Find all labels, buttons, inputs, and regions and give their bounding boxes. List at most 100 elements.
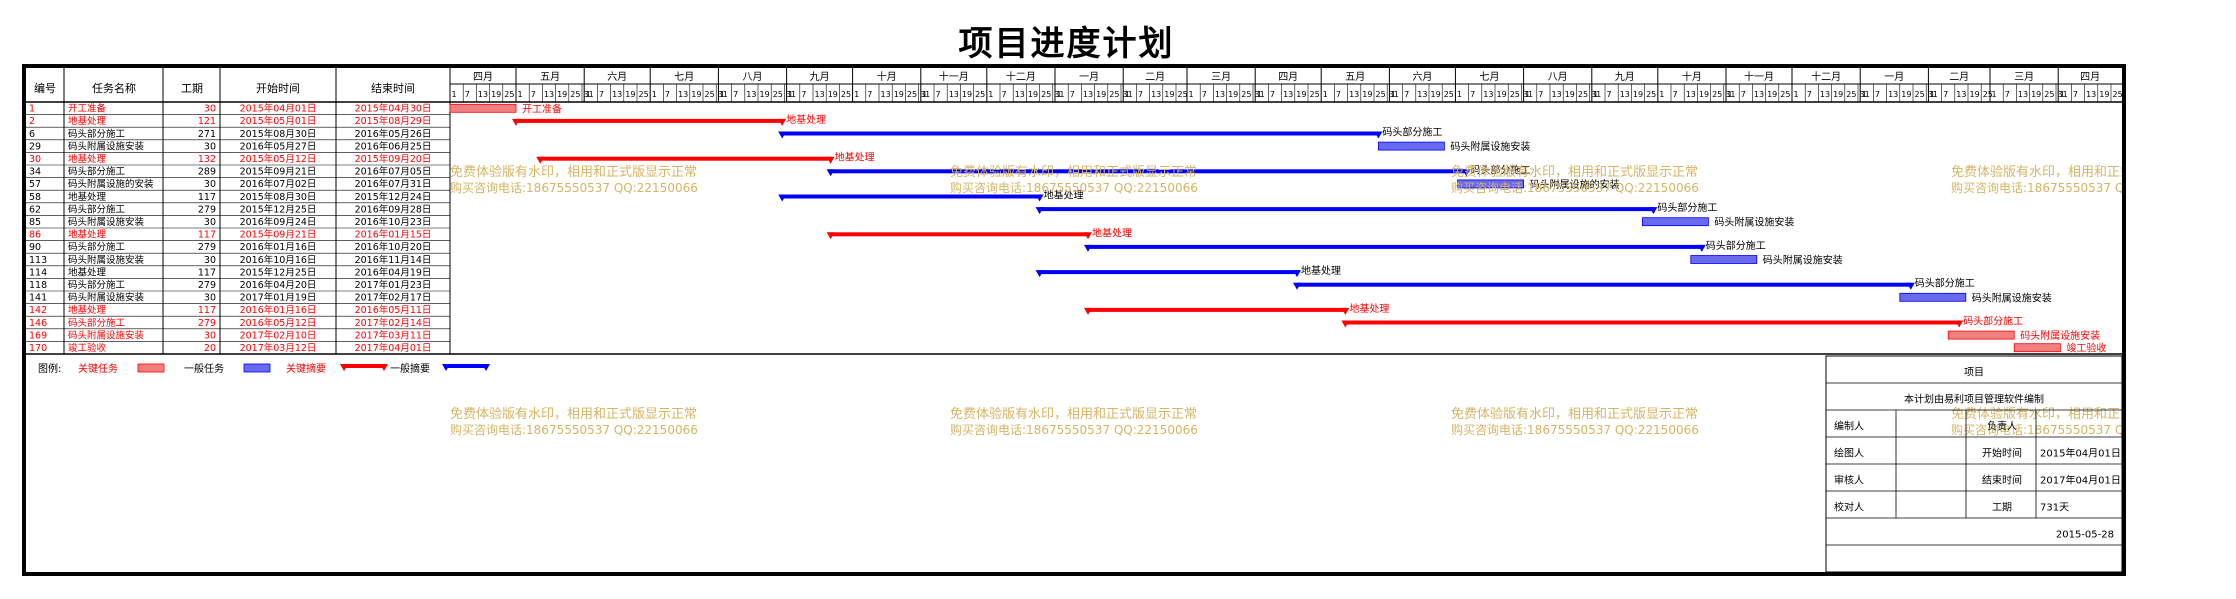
- summary-bar: [1039, 270, 1297, 275]
- day-label: 13: [678, 90, 688, 99]
- watermark-line2: 购买咨询电话:18675550537 QQ:22150066: [950, 422, 1198, 437]
- day-label: 19: [1228, 90, 1238, 99]
- legend-caps-key-summary: [340, 364, 388, 371]
- task-start: 2016年05月12日: [240, 317, 317, 329]
- summary-start-cap: [1293, 282, 1301, 290]
- summary-start-cap: [1084, 244, 1092, 252]
- bar-label: 码头部分施工: [1382, 126, 1442, 139]
- info-date: 2015-05-28: [2056, 529, 2114, 540]
- summary-start-cap: [1084, 307, 1092, 315]
- bar-label: 码头附属设施安装: [1450, 140, 1530, 153]
- month-label: 九月: [810, 71, 830, 83]
- day-label: 7: [867, 90, 872, 99]
- day-label: 7: [1607, 90, 1612, 99]
- day-label: 7: [1875, 90, 1880, 99]
- day-label: 13: [1215, 90, 1225, 99]
- bar-label: 码头部分施工: [1657, 201, 1717, 214]
- day-label: 13: [1483, 90, 1493, 99]
- day-label: 31: [1123, 90, 1133, 99]
- task-end: 2016年05月26日: [355, 128, 432, 140]
- day-label: 13: [1151, 90, 1161, 99]
- task-id: 142: [29, 305, 47, 316]
- day-label: 25: [1444, 90, 1454, 99]
- task-name: 码头部分施工: [68, 203, 126, 215]
- task-duration: 20: [204, 343, 216, 354]
- task-duration: 121: [198, 116, 216, 127]
- day-label: 13: [1552, 90, 1562, 99]
- day-label: 1: [1323, 90, 1328, 99]
- day-label: 19: [691, 90, 701, 99]
- day-label: 1: [1728, 90, 1733, 99]
- task-duration: 279: [198, 242, 216, 253]
- day-label: 13: [949, 90, 959, 99]
- summary-bar: [782, 131, 1379, 136]
- task-name: 码头附属设施安装: [68, 140, 145, 152]
- task-id: 86: [29, 230, 41, 241]
- bar-label: 码头部分施工: [1963, 315, 2023, 328]
- day-label: 19: [1833, 90, 1843, 99]
- task-start: 2016年01月16日: [240, 241, 317, 253]
- task-name: 竣工验收: [68, 342, 107, 354]
- day-label: 25: [1510, 90, 1520, 99]
- bar-label: 地基处理: [786, 113, 826, 126]
- day-label: 1: [720, 90, 725, 99]
- task-bar: [1378, 141, 1445, 151]
- day-label: 7: [2073, 90, 2078, 99]
- task-start: 2015年09月21日: [240, 166, 317, 178]
- summary-end-cap: [1084, 232, 1092, 240]
- month-label: 十二月: [1006, 70, 1036, 83]
- summary-bar: [516, 118, 783, 123]
- day-label: 1: [1189, 90, 1194, 99]
- watermark-line1: 免费体验版有水印，相用和正式版显示正常: [950, 164, 1197, 180]
- day-label: 13: [2018, 90, 2028, 99]
- task-duration: 30: [204, 217, 216, 228]
- day-label: 19: [1164, 90, 1174, 99]
- task-duration: 279: [198, 318, 216, 329]
- task-end: 2017年01月23日: [355, 279, 432, 291]
- legend-swatch-task: [243, 363, 271, 373]
- task-name: 码头附属设施安装: [68, 292, 145, 304]
- task-duration: 117: [198, 230, 216, 241]
- summary-end-cap: [1293, 270, 1301, 278]
- task-name: 地基处理: [68, 304, 107, 316]
- day-label: 1: [586, 90, 591, 99]
- task-id: 141: [29, 293, 47, 304]
- month-label: 一月: [1079, 71, 1099, 83]
- task-name: 码头附属设施安装: [68, 329, 145, 341]
- summary-start-cap: [778, 194, 787, 202]
- info-key: 结束时间: [1982, 473, 2022, 486]
- task-start: 2015年08月30日: [240, 128, 317, 140]
- watermark-line1: 免费体验版有水印，相用和正式版显示正常: [1451, 164, 1698, 180]
- day-label: 13: [478, 90, 488, 99]
- task-end: 2016年06月25日: [355, 140, 432, 152]
- task-id: 85: [29, 217, 41, 228]
- task-end: 2017年04月01日: [355, 342, 432, 354]
- day-label: 25: [2044, 90, 2054, 99]
- day-label: 31: [2058, 90, 2068, 99]
- day-label: 25: [1712, 90, 1722, 99]
- legend-swatch-key-task: [137, 363, 165, 373]
- task-duration: 132: [198, 154, 216, 165]
- day-label: 25: [705, 90, 715, 99]
- legend-swatch-summary: [446, 364, 486, 368]
- summary-end-cap: [1649, 207, 1658, 215]
- day-label: 13: [544, 90, 554, 99]
- task-end: 2015年09月20日: [355, 153, 432, 165]
- month-label: 二月: [1145, 71, 1165, 83]
- day-label: 19: [625, 90, 635, 99]
- watermark-line1: 免费体验版有水印，相用和正式版显示正常: [450, 406, 697, 422]
- summary-end-cap: [778, 118, 787, 126]
- day-label: 25: [2113, 90, 2123, 99]
- task-end: 2017年03月11日: [355, 329, 432, 341]
- day-label: 31: [920, 90, 930, 99]
- day-label: 1: [452, 90, 457, 99]
- bar-label: 地基处理: [1349, 302, 1389, 315]
- task-start: 2016年09月24日: [240, 216, 317, 228]
- summary-bar: [830, 232, 1088, 237]
- day-label: 1: [922, 90, 927, 99]
- day-label: 31: [1523, 90, 1533, 99]
- summary-bar: [1088, 307, 1346, 312]
- info-key: 审核人: [1834, 473, 1864, 486]
- task-end: 2016年11月14日: [355, 254, 432, 266]
